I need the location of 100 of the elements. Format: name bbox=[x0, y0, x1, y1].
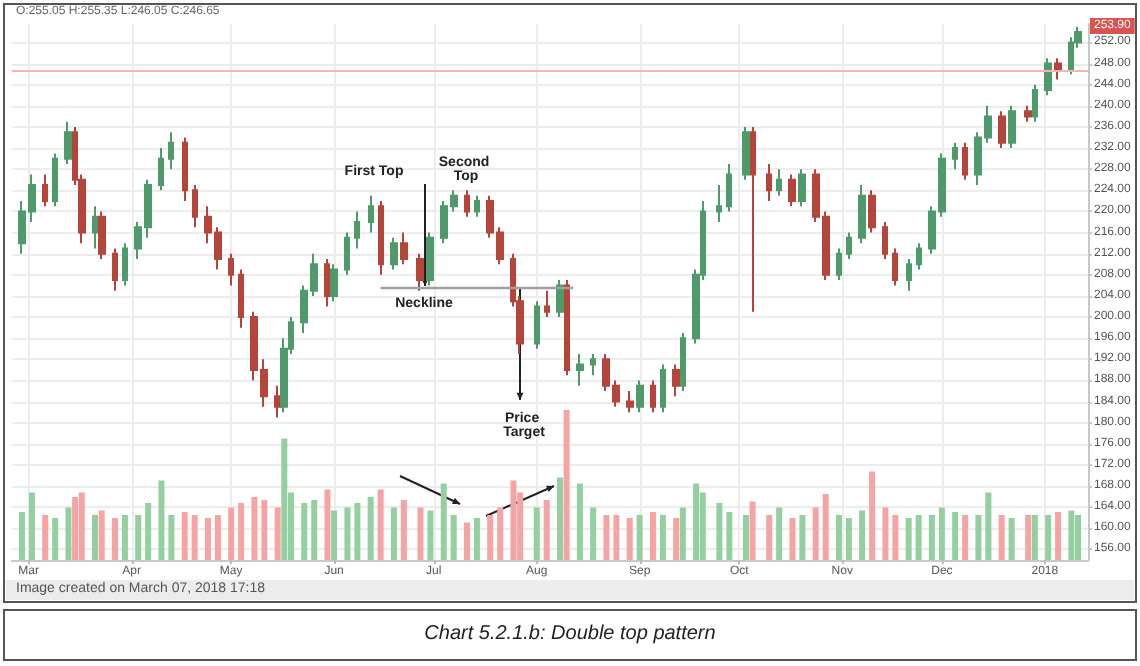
bar bbox=[952, 512, 959, 560]
bar bbox=[603, 515, 610, 560]
bar bbox=[636, 515, 643, 560]
bar bbox=[742, 515, 749, 560]
candlestick bbox=[776, 168, 782, 197]
bar bbox=[473, 518, 480, 560]
candlestick bbox=[390, 236, 398, 271]
candlestick bbox=[742, 125, 750, 181]
candlestick bbox=[192, 184, 198, 229]
bar bbox=[1055, 512, 1062, 560]
bar bbox=[1025, 515, 1032, 560]
bar bbox=[613, 515, 620, 560]
bar bbox=[191, 515, 198, 560]
bar bbox=[324, 489, 331, 560]
bar bbox=[42, 515, 49, 560]
bar bbox=[111, 518, 118, 560]
bar bbox=[845, 518, 852, 560]
candlestick bbox=[906, 258, 912, 292]
candlestick bbox=[636, 379, 644, 414]
candlestick bbox=[368, 194, 374, 234]
candlestick bbox=[474, 194, 480, 218]
candlestick bbox=[750, 125, 756, 313]
candlestick bbox=[650, 379, 656, 414]
bar bbox=[181, 512, 188, 560]
bar bbox=[799, 515, 806, 560]
bar bbox=[835, 515, 842, 560]
bar bbox=[251, 497, 258, 560]
bar bbox=[998, 515, 1005, 560]
bar bbox=[812, 507, 819, 560]
candlestick bbox=[626, 390, 634, 414]
bar bbox=[1031, 515, 1038, 560]
candlestick bbox=[52, 152, 58, 208]
bar bbox=[92, 515, 99, 560]
candlestick bbox=[344, 231, 350, 276]
bar bbox=[98, 510, 105, 560]
bar bbox=[204, 518, 211, 560]
candlestick bbox=[590, 353, 596, 377]
bar bbox=[869, 471, 876, 560]
candlestick bbox=[98, 210, 106, 260]
candlestick bbox=[892, 247, 898, 287]
bar bbox=[543, 500, 550, 560]
candlestick bbox=[274, 384, 282, 419]
candlestick bbox=[1008, 104, 1016, 150]
bar bbox=[510, 480, 517, 560]
candlestick bbox=[836, 247, 842, 282]
bar bbox=[417, 507, 424, 560]
bar bbox=[556, 477, 563, 560]
bar bbox=[238, 503, 245, 560]
candlestick bbox=[788, 173, 796, 208]
bar bbox=[859, 510, 866, 560]
candlestick bbox=[92, 205, 98, 250]
bar bbox=[390, 507, 397, 560]
bar bbox=[590, 507, 597, 560]
candlestick bbox=[64, 120, 72, 165]
bar bbox=[563, 410, 570, 560]
bar bbox=[905, 518, 912, 560]
bar bbox=[28, 492, 35, 560]
bar bbox=[72, 497, 79, 560]
candlestick bbox=[858, 184, 866, 245]
candlestick bbox=[1024, 104, 1032, 123]
bar bbox=[331, 510, 338, 560]
bar bbox=[311, 500, 318, 560]
candlestick bbox=[576, 353, 584, 387]
candlestick bbox=[660, 363, 666, 414]
candlestick bbox=[766, 162, 772, 202]
candlestick bbox=[962, 141, 968, 181]
candlestick bbox=[238, 268, 244, 329]
candlestick bbox=[182, 136, 188, 202]
bar bbox=[679, 507, 686, 560]
bar bbox=[892, 515, 899, 560]
bar bbox=[440, 483, 447, 560]
candlestick bbox=[42, 173, 48, 208]
bar bbox=[938, 507, 945, 560]
bar bbox=[576, 483, 583, 560]
bar bbox=[985, 492, 992, 560]
bar bbox=[497, 507, 504, 560]
candlestick bbox=[544, 289, 550, 319]
bar bbox=[533, 507, 540, 560]
candlestick bbox=[952, 141, 958, 171]
bar bbox=[659, 515, 666, 560]
bar bbox=[928, 515, 935, 560]
bar bbox=[789, 518, 796, 560]
bar bbox=[463, 522, 470, 560]
candlestick bbox=[416, 252, 424, 292]
candlestick bbox=[1032, 83, 1038, 123]
bar bbox=[344, 507, 351, 560]
bar bbox=[673, 518, 680, 560]
bar bbox=[367, 497, 374, 560]
bar bbox=[975, 515, 982, 560]
candlestick bbox=[426, 231, 434, 287]
bar bbox=[135, 515, 142, 560]
bar bbox=[726, 512, 733, 560]
candlestick bbox=[680, 331, 686, 393]
bar bbox=[18, 512, 25, 560]
candlestick bbox=[846, 231, 852, 260]
bar bbox=[168, 515, 175, 560]
candlestick bbox=[158, 147, 164, 192]
candlestick bbox=[564, 279, 570, 377]
bar bbox=[882, 507, 889, 560]
candlestick bbox=[916, 242, 922, 271]
